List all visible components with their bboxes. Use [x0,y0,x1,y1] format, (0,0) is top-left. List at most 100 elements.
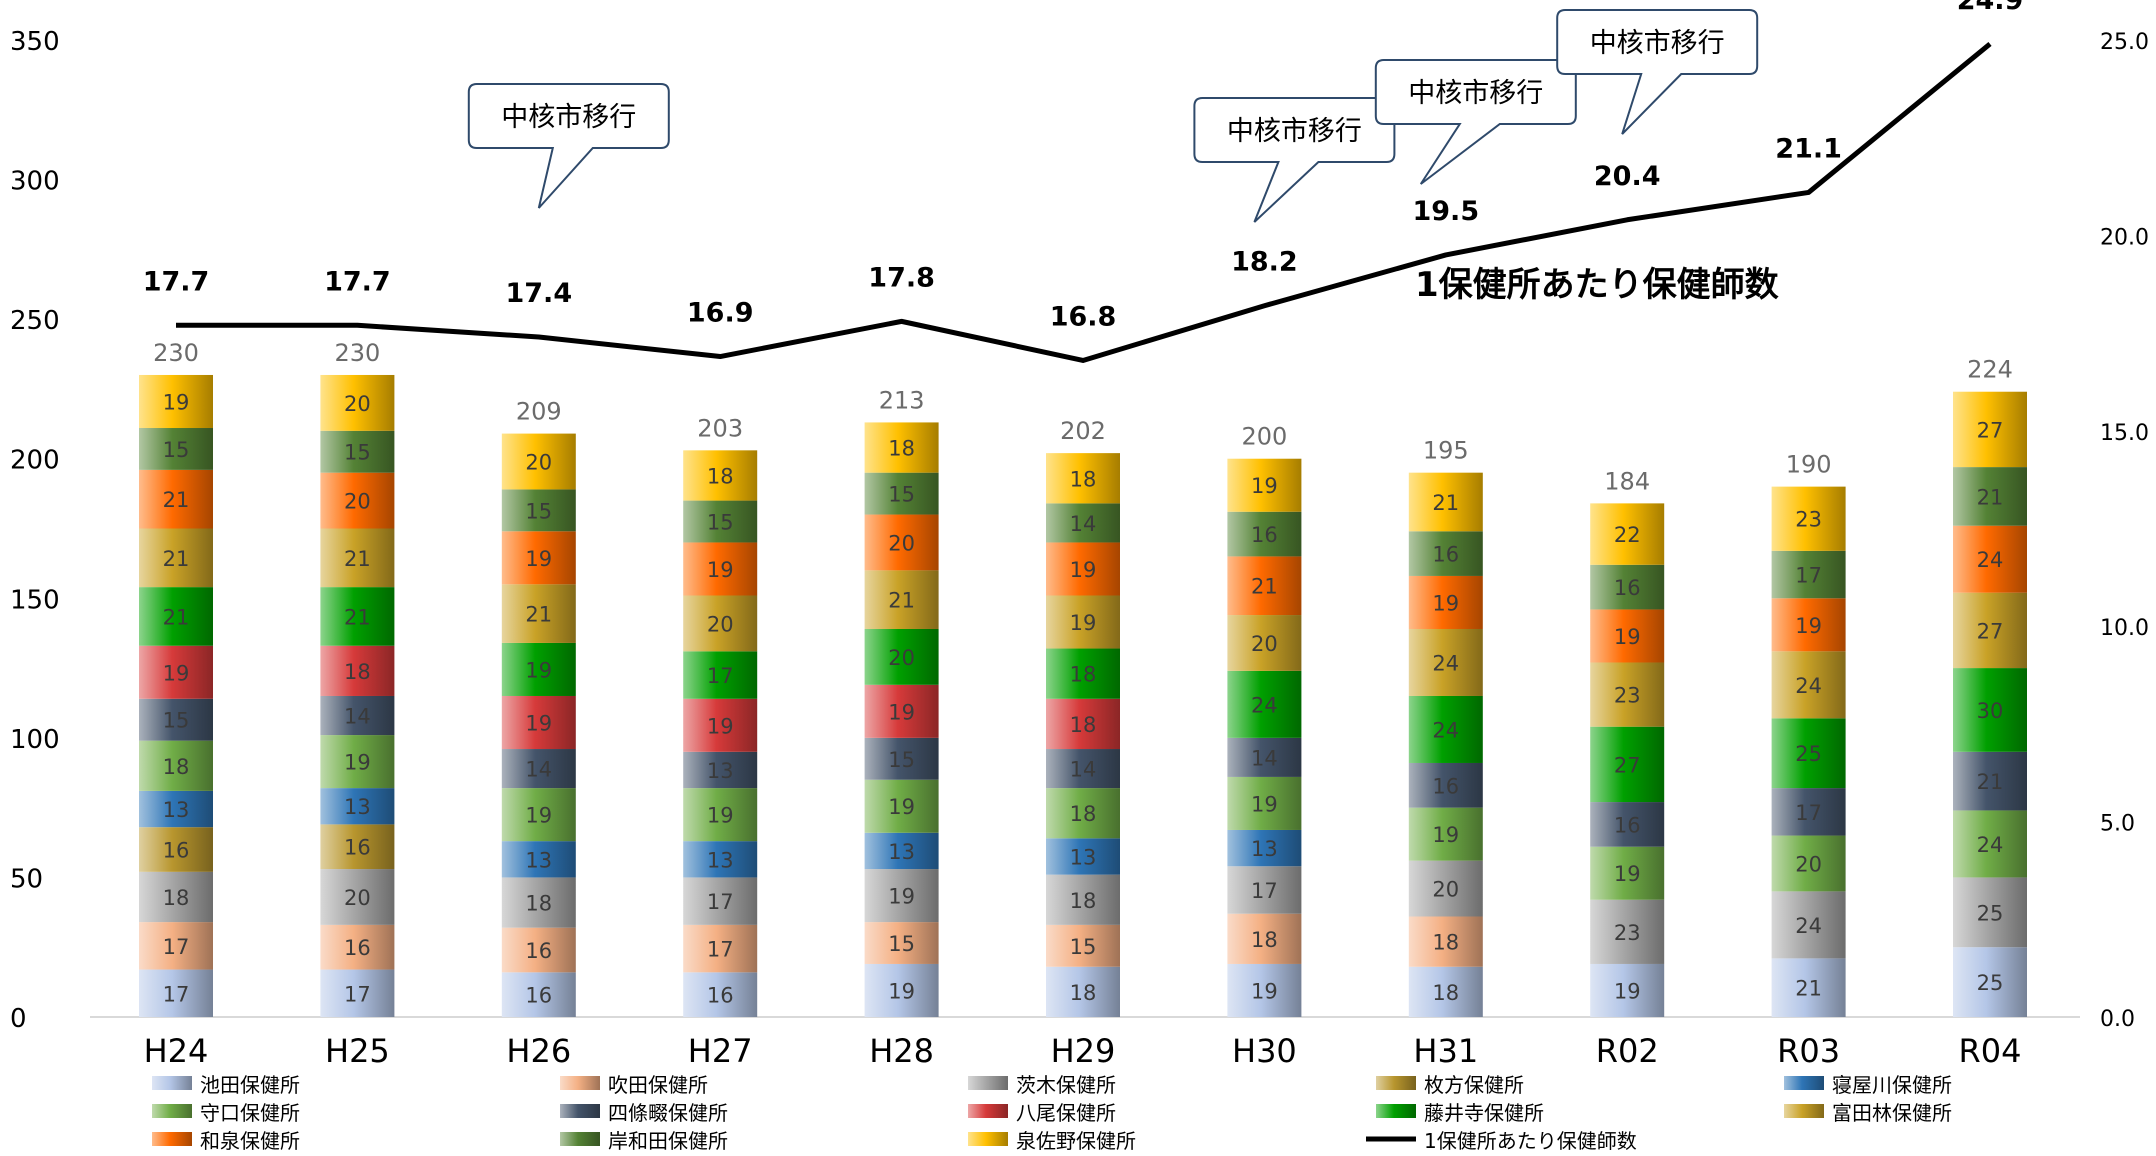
legend-label: 藤井寺保健所 [1424,1101,1544,1125]
legend-label: 1保健所あたり保健師数 [1424,1129,1637,1153]
bar-segment [1408,531,1483,576]
x-tick-label: R02 [1596,1032,1659,1070]
bar-segment [1227,776,1302,830]
bar-segment-label: 24 [1795,674,1822,698]
bar-segment [139,428,213,470]
bar-segment [864,869,939,923]
bar-segment-label: 19 [888,795,915,819]
bar-segment-label: 20 [1432,878,1459,902]
legend-swatch [1376,1104,1416,1118]
bar-segment [1408,762,1483,808]
bar-segment [1590,846,1665,900]
bar-total-label: 230 [153,339,199,367]
bar-segment [1227,556,1302,616]
bar-segment-label: 19 [707,804,734,828]
bar-segment [683,924,758,973]
bar-segment-label: 18 [1070,981,1097,1005]
axes: 0 50 100 150 200 250 300 350 0.0 5.0 10.0 15.0 20.0 2… [10,27,2149,1070]
bar-segment-label: 15 [888,748,915,772]
bar-segment [1227,615,1302,671]
bar-segment-label: 16 [1614,576,1641,600]
bar-segment-label: 25 [1977,971,2004,995]
bar-segment [683,841,758,878]
legend-swatch [560,1132,600,1146]
bar-segment-label: 24 [1795,914,1822,938]
bar-segment-label: 18 [707,464,734,488]
bar-segment-label: 21 [1977,485,2004,509]
bar-segment [1046,874,1120,925]
line-point-label: 20.4 [1594,161,1661,192]
bar-segment-label: 18 [1070,713,1097,737]
bar-segment-label: 18 [525,892,552,916]
bar-segment-label: 21 [163,488,190,512]
bar-segment [683,972,758,1017]
bar-segment [501,531,576,585]
bar-segment [501,584,576,643]
x-tick-label: H26 [506,1032,571,1070]
callout-bubble [467,83,670,209]
bar-segment [1590,802,1665,847]
line-point-label: 19.5 [1412,196,1479,227]
legend-swatch [560,1104,600,1118]
bar-segment [501,972,576,1017]
bar-segment-label: 19 [1251,979,1278,1003]
bar-segment [320,430,395,473]
bar-segment-label: 16 [525,939,552,963]
x-tick-label: H25 [325,1032,390,1070]
bar-segment [864,737,939,780]
bar-segment [320,924,395,970]
bar-segment-label: 19 [1251,474,1278,498]
bar-segment [683,450,758,501]
bar-segment-label: 17 [707,890,734,914]
line-point-label: 16.9 [687,298,754,329]
bar-segment-label: 19 [1432,591,1459,615]
bar-segment-label: 15 [163,709,190,733]
bar-segment [1953,592,2027,669]
line-point-label: 16.8 [1050,301,1117,332]
bar-segment-label: 15 [344,441,371,465]
line-point-label: 17.7 [143,266,210,297]
bar-total-label: 224 [1967,356,2013,384]
bar-segment [1771,891,1846,959]
bar-segment-label: 19 [525,547,552,571]
bar-segment-label: 16 [344,836,371,860]
bar-segment-label: 18 [163,755,190,779]
bar-segment [1771,958,1846,1017]
bar-segment-label: 19 [888,979,915,1003]
legend-label: 富田林保健所 [1832,1101,1952,1125]
line-series: 17.7 17.7 17.4 16.9 17.8 16.8 18.2 19.5 20.4 21.1… [143,0,2023,363]
bar-segment-label: 18 [1070,802,1097,826]
bar-segment [683,877,758,925]
bar-total-label: 184 [1604,467,1650,495]
bar-segment [139,740,213,791]
bar-segment-label: 15 [525,499,552,523]
bar-segment [320,869,395,925]
bar-segment [501,642,576,696]
bar-segment [320,374,395,431]
bar-segment [139,469,213,529]
bar-segment-label: 21 [163,547,190,571]
legend-swatch [968,1132,1008,1146]
bar-segment-label: 15 [163,438,190,462]
bar-segment-label: 17 [163,982,190,1006]
bar-segment [1953,877,2027,948]
bar-segment [1771,598,1846,652]
bar-segment [501,489,576,532]
legend-label: 枚方保健所 [1424,1073,1524,1097]
legend-swatch [968,1076,1008,1090]
bar-segment-label: 23 [1795,508,1822,532]
bar-segment-label: 20 [1251,632,1278,656]
bar-segment-label: 19 [1070,558,1097,582]
bar-segment [1771,486,1846,551]
bar-segment [1590,963,1665,1017]
bar-segment [1590,564,1665,610]
bar-segment-label: 13 [163,798,190,822]
x-tick-label: H28 [869,1032,934,1070]
bar-segment-label: 16 [707,984,734,1008]
bar-segment [1771,788,1846,836]
bar-total-label: 203 [697,414,743,442]
bar-segment [683,788,758,842]
bar-segment-label: 19 [1432,823,1459,847]
bar-segment-label: 19 [1614,979,1641,1003]
callout-bubble [1556,9,1759,135]
